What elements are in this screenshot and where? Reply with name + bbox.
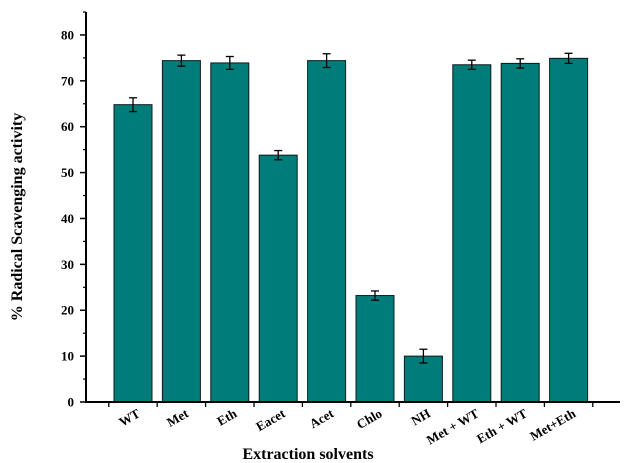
- bar: [355, 295, 395, 403]
- x-tick-label: WT: [116, 405, 143, 429]
- error-bar: [129, 97, 137, 113]
- y-axis-ticks: 0 10 20 30 40 50 60 70 80: [61, 11, 86, 410]
- bars: [113, 57, 589, 403]
- error-bar: [564, 52, 573, 65]
- y-axis-title: % Radical Scavenging activity: [9, 113, 26, 321]
- bar: [500, 62, 540, 403]
- bar: [113, 104, 153, 403]
- x-axis-title: Extraction solvents: [242, 446, 373, 463]
- y-tick-label: 40: [61, 211, 74, 226]
- bar: [258, 154, 298, 403]
- error-bars: [129, 52, 573, 364]
- error-bar: [274, 149, 283, 161]
- x-tick-label: Eth + WT: [474, 405, 530, 446]
- y-tick-label: 10: [61, 349, 74, 364]
- bar: [452, 64, 492, 403]
- error-bar: [177, 54, 186, 67]
- x-tick-label: Met: [164, 405, 191, 430]
- x-tick-label: Eth: [214, 405, 240, 428]
- y-tick-label: 70: [61, 73, 74, 88]
- error-bar: [371, 290, 379, 301]
- y-tick-label: 20: [61, 303, 74, 318]
- x-tick-label: Met + WT: [424, 405, 482, 447]
- bar: [549, 57, 589, 403]
- x-tick-label: Chlo: [354, 406, 385, 432]
- x-tick-label: Acet: [307, 405, 337, 431]
- error-bar: [419, 348, 428, 364]
- y-tick-label: 50: [61, 165, 74, 180]
- x-tick-label: Met+Eth: [527, 405, 578, 443]
- y-tick-label: 0: [68, 395, 75, 410]
- bar: [161, 60, 201, 403]
- error-bar: [322, 53, 331, 69]
- x-tick-label: Eacet: [253, 405, 288, 434]
- y-tick-label: 60: [61, 119, 74, 134]
- x-tick-label: NH: [409, 406, 433, 429]
- y-tick-label: 30: [61, 257, 74, 272]
- error-bar: [516, 58, 525, 69]
- error-bar: [467, 59, 476, 71]
- bar: [307, 60, 347, 403]
- bar: [210, 62, 250, 403]
- y-tick-label: 80: [61, 27, 74, 42]
- error-bar: [225, 55, 234, 71]
